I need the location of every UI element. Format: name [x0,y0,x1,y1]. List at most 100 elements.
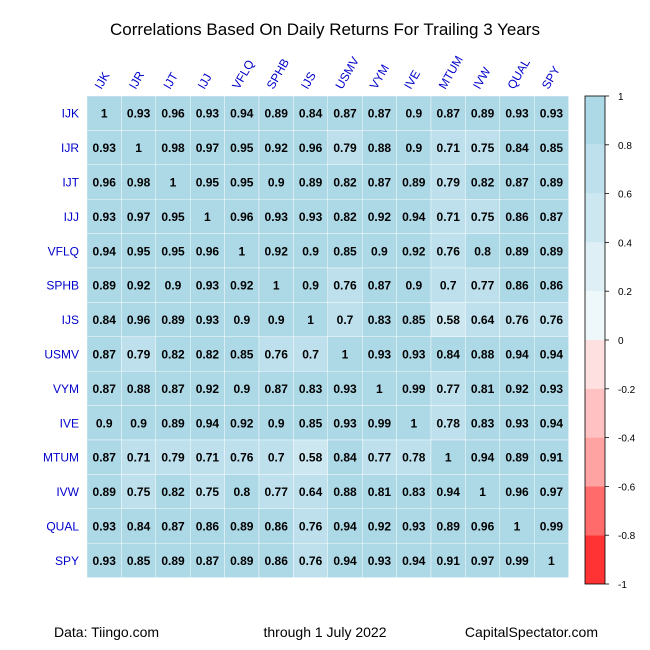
cell-value-label: 0.83 [368,313,392,327]
row-label: IJK [62,107,79,121]
heatmap-cell [121,405,157,441]
cell-value-label: 0.93 [540,382,564,396]
cell-value-label: 0.99 [402,382,426,396]
cell-value-label: 0.77 [368,451,392,465]
cell-value-label: 0.92 [265,141,289,155]
cell-value-label: 0.93 [540,107,564,121]
heatmap-cell [189,508,225,544]
heatmap-cell [534,439,569,475]
cell-value-label: 0.87 [540,210,564,224]
cell-value-label: 0.94 [402,210,426,224]
cell-value-label: 0.64 [471,313,495,327]
cell-value-label: 0.93 [265,210,289,224]
cell-value-label: 0.77 [471,279,495,293]
row-label: IVE [60,416,79,430]
cell-value-label: 0.9 [268,176,285,190]
heatmap-cell [121,233,157,269]
heatmap-cell [189,405,225,441]
heatmap-cell [86,474,122,509]
heatmap-cell [430,508,466,544]
cell-value-label: 1 [514,520,521,534]
heatmap-cell [362,543,397,578]
row-label: USMV [44,348,79,362]
cell-value-label: 1 [307,313,314,327]
cell-value-label: 0.89 [505,451,529,465]
heatmap-cell [396,543,432,578]
heatmap-cell [499,474,535,509]
heatmap-cell [224,543,260,578]
cell-value-label: 0.9 [371,244,388,258]
heatmap-cell [258,198,294,234]
cell-value-label: 1 [170,176,177,190]
heatmap-cell [465,336,500,372]
heatmap-cell [327,164,363,200]
cell-value-label: 0.96 [196,244,220,258]
colorbar-tick-label: -1 [618,580,627,591]
cell-value-label: 0.9 [302,244,319,258]
cell-value-label: 0.94 [230,107,254,121]
cell-value-label: 0.85 [127,554,151,568]
cell-value-label: 0.87 [93,348,117,362]
column-label: IJR [126,69,147,92]
cell-value-label: 0.89 [540,176,564,190]
column-label: VFLQ [229,57,257,91]
cell-value-label: 0.75 [127,485,151,499]
cell-value-label: 0.92 [368,520,392,534]
row-label: IJT [62,176,79,190]
heatmap-cell [121,543,157,578]
cell-value-label: 0.79 [437,176,461,190]
row-label: IVW [56,485,79,499]
heatmap-cell [327,439,363,475]
cell-value-label: 0.87 [93,382,117,396]
cell-value-label: 0.87 [437,107,461,121]
cell-value-label: 0.94 [333,554,357,568]
cell-value-label: 0.86 [265,520,289,534]
cell-value-label: 0.71 [437,210,461,224]
column-label: QUAL [504,56,533,92]
cell-value-label: 1 [273,279,280,293]
row-label: SPY [55,554,79,568]
colorbar-segment [585,388,605,438]
cell-value-label: 0.94 [93,244,117,258]
cell-value-label: 1 [376,382,383,396]
heatmap-cell [293,405,328,441]
cell-value-label: 0.86 [505,210,529,224]
heatmap-cell [362,439,397,475]
cell-value-label: 0.83 [299,382,323,396]
heatmap-cell [86,439,122,475]
heatmap-cell [224,130,260,165]
cell-value-label: 0.81 [368,485,392,499]
row-label: SPHB [46,279,79,293]
heatmap-cell [465,439,500,475]
heatmap-cell [86,543,122,578]
heatmap-cell [293,164,328,200]
colorbar-tick-label: 0 [618,336,624,347]
cell-value-label: 0.94 [437,485,461,499]
cell-value-label: 0.93 [93,554,117,568]
heatmap-cell [396,164,432,200]
colorbar-segment [585,291,605,340]
heatmap-cell [293,267,328,303]
cell-value-label: 0.96 [93,176,117,190]
cell-value-label: 0.76 [230,451,254,465]
cell-value-label: 0.92 [196,382,220,396]
heatmap-cell [499,95,535,131]
cell-value-label: 0.9 [405,107,422,121]
heatmap-cell [189,164,225,200]
heatmap-cell [327,508,363,544]
heatmap-cell [499,543,535,578]
cell-value-label: 0.94 [540,348,564,362]
heatmap-cell [155,267,191,303]
cell-value-label: 0.89 [505,244,529,258]
heatmap-cell [396,336,432,372]
heatmap-cell [327,371,363,406]
cell-value-label: 0.95 [161,210,185,224]
cell-value-label: 0.94 [471,451,495,465]
cell-value-label: 0.9 [268,313,285,327]
cell-value-label: 0.84 [93,313,117,327]
row-label: IJS [62,313,79,327]
heatmap-cell [189,439,225,475]
cell-value-label: 0.96 [471,520,495,534]
cell-value-label: 0.99 [540,520,564,534]
cell-value-label: 0.94 [540,416,564,430]
